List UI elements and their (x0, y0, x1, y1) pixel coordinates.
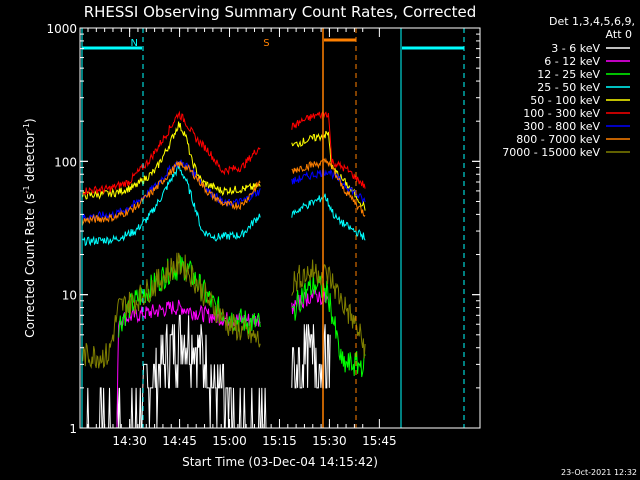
series-line-after-gap-300-800-kev (291, 167, 366, 204)
series-line-25-50-kev (81, 163, 261, 247)
x-tick-label-14-45: 14:45 (162, 434, 197, 448)
footer-timestamp: 23-Oct-2021 12:32 (561, 468, 637, 477)
chart-title: RHESSI Observing Summary Count Rates, Co… (84, 3, 477, 21)
y-axis-label: Corrected Count Rate (s-1 detector-1) (22, 118, 37, 337)
legend-label-100-300-kev: 100 - 300 keV (523, 107, 600, 120)
x-tick-label-15-45: 15:45 (362, 434, 397, 448)
annotation-n: N (131, 38, 138, 49)
series-line-after-gap-7000-15000-kev (291, 259, 366, 359)
legend-header-line-1: Det 1,3,4,5,6,9, (549, 15, 635, 28)
series-line-after-gap-800-7000-kev (291, 157, 366, 217)
y-label-part-1: Corrected Count Rate (s (23, 193, 37, 337)
series-line-50-100-kev (81, 121, 261, 200)
legend-label-6-12-kev: 6 - 12 keV (544, 55, 600, 68)
y-tick-label-1: 1 (69, 422, 77, 436)
legend-label-50-100-kev: 50 - 100 keV (530, 94, 600, 107)
x-axis: 14:30 14:45 15:00 15:15 15:30 15:45 (87, 28, 397, 448)
plot-frame (79, 27, 481, 429)
annotation-s: S (263, 38, 269, 49)
x-tick-label-14-30: 14:30 (112, 434, 147, 448)
x-tick-label-15-00: 15:00 (212, 434, 247, 448)
series-line-after-gap-100-300-kev (291, 111, 366, 189)
y-label-part-2: detector (23, 131, 37, 186)
x-tick-label-15-15: 15:15 (262, 434, 297, 448)
y-label-exp-1: -1 (22, 185, 31, 193)
y-tick-label-1000: 1000 (46, 22, 77, 36)
series-line-100-300-kev (81, 110, 261, 196)
legend-label-25-50-kev: 25 - 50 keV (537, 81, 600, 94)
legend-label-7000-15000-kev: 7000 - 15000 keV (502, 146, 600, 159)
y-label-exp-2: -1 (22, 123, 31, 131)
legend-label-3-6-kev: 3 - 6 keV (551, 42, 600, 55)
series-line-after-gap-25-50-kev (291, 193, 366, 241)
y-label-part-3: ) (23, 118, 37, 123)
y-tick-label-100: 100 (54, 155, 77, 169)
legend-label-12-25-kev: 12 - 25 keV (537, 68, 600, 81)
legend-header-line-2: Att 0 (606, 28, 632, 41)
y-tick-label-10: 10 (62, 289, 77, 303)
x-axis-label: Start Time (03-Dec-04 14:15:42) (182, 455, 378, 469)
legend-label-300-800-kev: 300 - 800 keV (523, 120, 600, 133)
x-tick-label-15-30: 15:30 (312, 434, 347, 448)
series-line-7000-15000-kev (81, 252, 261, 370)
y-axis: 1 10 100 1000 (46, 22, 480, 436)
series-line-after-gap-12-25-kev (291, 274, 366, 378)
legend-label-800-7000-kev: 800 - 7000 keV (516, 133, 600, 146)
series-line-800-7000-kev (81, 160, 261, 227)
